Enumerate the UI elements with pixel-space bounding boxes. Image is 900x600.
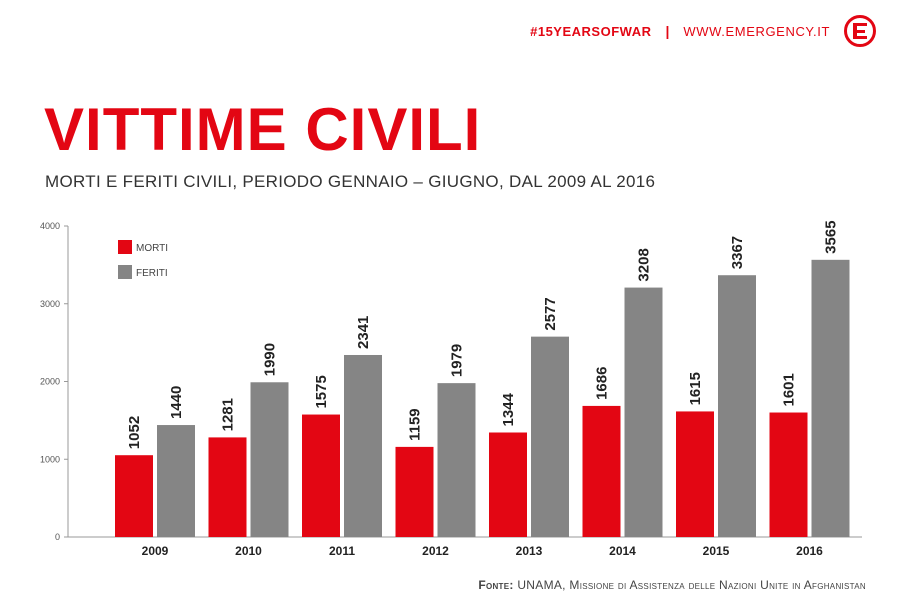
x-tick-label: 2010 [235, 544, 262, 558]
source-note: Fonte: UNAMA, Missione di Assistenza del… [478, 578, 866, 592]
header-separator: | [665, 23, 670, 39]
x-tick-label: 2011 [329, 544, 355, 558]
y-tick-label: 0 [55, 532, 60, 542]
data-label-morti: 1344 [500, 392, 517, 426]
x-tick-label: 2016 [796, 544, 823, 558]
bar-morti [769, 412, 808, 537]
data-label-feriti: 2341 [355, 316, 372, 349]
data-label-morti: 1575 [313, 375, 330, 408]
bar-feriti [718, 275, 756, 537]
legend-label-morti: MORTI [136, 243, 168, 254]
bar-feriti [344, 354, 382, 537]
data-label-morti: 1601 [781, 373, 798, 406]
emergency-logo-icon[interactable] [844, 15, 876, 47]
hashtag-link[interactable]: #15YEARSOFWAR [530, 23, 652, 39]
data-label-feriti: 3565 [823, 220, 840, 253]
data-label-feriti: 1979 [449, 344, 466, 377]
legend-swatch-feriti [118, 265, 132, 279]
y-tick-label: 1000 [40, 454, 60, 464]
bar-morti [302, 414, 340, 537]
bar-morti [115, 455, 153, 537]
website-link[interactable]: WWW.EMERGENCY.IT [683, 23, 830, 39]
x-tick-label: 2009 [142, 544, 169, 558]
y-tick-label: 3000 [40, 299, 60, 309]
bar-morti [489, 432, 527, 537]
page-title: VITTIME CIVILI [44, 96, 482, 163]
header-bar: #15YEARSOFWAR | WWW.EMERGENCY.IT [530, 14, 876, 48]
bar-morti [676, 411, 714, 537]
data-label-feriti: 3367 [729, 236, 746, 269]
x-tick-label: 2014 [609, 544, 636, 558]
page-subtitle: MORTI E FERITI CIVILI, PERIODO GENNAIO –… [45, 172, 656, 191]
x-tick-label: 2013 [516, 544, 543, 558]
y-tick-label: 2000 [40, 377, 60, 387]
bar-feriti [437, 383, 476, 537]
bar-feriti [624, 287, 663, 537]
bar-feriti [250, 382, 289, 537]
data-label-morti: 1159 [407, 408, 424, 441]
data-label-feriti: 2577 [542, 297, 559, 330]
bar-morti [582, 405, 621, 537]
data-label-feriti: 1990 [262, 343, 279, 376]
data-label-morti: 1052 [126, 416, 143, 449]
source-text: UNAMA, Missione di Assistenza delle Nazi… [517, 578, 866, 592]
bar-morti [208, 437, 247, 537]
data-label-morti: 1281 [220, 398, 237, 431]
bar-feriti [157, 425, 195, 537]
data-label-feriti: 1440 [168, 386, 185, 419]
data-label-morti: 1686 [594, 367, 611, 400]
data-label-morti: 1615 [687, 372, 704, 405]
legend-swatch-morti [118, 240, 132, 254]
x-tick-label: 2015 [703, 544, 730, 558]
legend-label-feriti: FERITI [136, 268, 168, 279]
bar-feriti [531, 336, 569, 537]
bar-feriti [811, 259, 850, 537]
source-label: Fonte: [478, 578, 514, 592]
y-tick-label: 4000 [40, 221, 60, 231]
bar-morti [395, 446, 434, 537]
x-tick-label: 2012 [422, 544, 449, 558]
data-label-feriti: 3208 [636, 248, 653, 281]
